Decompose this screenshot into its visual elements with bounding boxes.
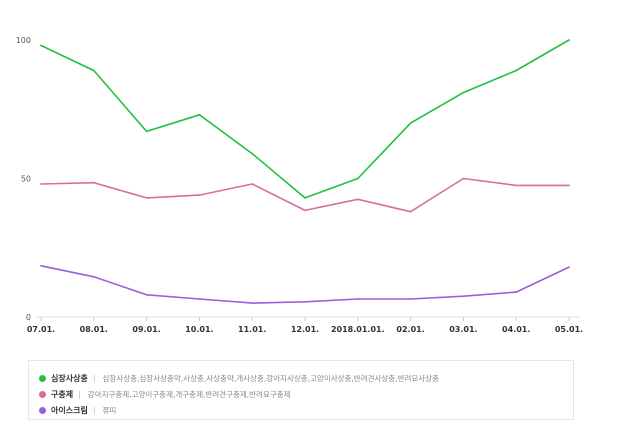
data-point [251,302,254,305]
data-point [92,181,95,184]
data-point [145,293,148,296]
data-point [568,184,570,187]
series-line-1 [40,39,570,199]
data-point [145,130,148,133]
legend-dot-3 [39,406,46,414]
y-tick-label: 100 [16,36,31,45]
y-tick-label: 0 [26,313,31,322]
legend-item-1: 심장사상충 | 심장사상충,심장사상충약,사상충,사상충약,개사상충,강아지사상… [39,370,563,386]
x-tick-label: 08.01. [80,325,108,334]
data-point [40,44,42,47]
data-point [515,184,518,187]
data-point [409,298,412,300]
legend-dot-2 [39,390,46,398]
legend-item-2: 구충제 | 강아지구충제,고양이구충제,개구충제,반려견구충제,반려묘구충제 [39,386,563,402]
x-tick-label: 02.01. [396,325,424,334]
data-point [515,69,518,72]
data-point [92,275,95,278]
data-point [198,113,201,116]
y-tick-label: 50 [21,175,31,184]
x-tick-label: 05.01. [555,325,583,334]
x-tick-label: 07.01. [27,325,55,334]
data-point [198,298,201,300]
data-point [198,194,201,197]
legend-separator: | [78,389,81,399]
line-chart: 0 50 100 07.01. 08.01. 09.01. 10.01. 11.01. 12.… [16,36,583,334]
data-point [304,209,306,212]
legend-item-3: 아이스크림 | 쮸띠 [39,402,563,418]
data-point [145,196,148,199]
data-point [409,210,412,213]
x-tick-label: 04.01. [502,325,530,334]
legend-terms-1: 심장사상충,심장사상충약,사상충,사상충약,개사상충,강아지사상충,고양이사상충… [102,373,439,383]
x-tick-label: 03.01. [449,325,477,334]
legend-dot-1 [39,374,46,382]
y-axis-ticks: 0 50 100 [16,36,31,322]
series-line-3 [40,265,570,304]
x-axis-ticks: 07.01. 08.01. 09.01. 10.01. 11.01. 12.01. 2018… [27,317,583,334]
x-tick-label: 09.01. [132,325,160,334]
legend-terms-3: 쮸띠 [102,405,117,415]
data-point [568,39,570,41]
data-point [40,183,42,185]
x-tick-label: 12.01. [291,325,319,334]
legend-label-1: 심장사상충 [51,373,88,383]
series-lines [40,39,570,305]
series-line-2 [40,177,569,213]
data-point [304,196,306,199]
data-point [251,152,254,155]
data-point [515,291,518,293]
data-point [40,264,42,267]
legend-label-2: 구충제 [51,389,74,399]
data-point [356,177,359,180]
data-point [356,198,359,201]
data-point [251,183,254,185]
data-point [462,177,465,180]
legend-terms-2: 강아지구충제,고양이구충제,개구충제,반려견구충제,반려묘구충제 [87,389,291,399]
data-point [568,266,570,269]
data-point [462,91,465,94]
x-tick-label: 11.01. [238,325,266,334]
legend-separator: | [92,373,96,383]
legend-label-3: 아이스크림 [51,405,88,415]
data-point [462,295,465,298]
x-tick-label: 2018.01.01. [331,325,385,334]
x-tick-label: 10.01. [185,325,213,334]
data-point [304,300,306,303]
data-point [92,69,95,72]
data-point [409,122,412,124]
legend: 심장사상충 | 심장사상충,심장사상충약,사상충,사상충약,개사상충,강아지사상… [28,360,574,420]
data-point [356,298,359,300]
legend-separator: | [92,405,96,415]
